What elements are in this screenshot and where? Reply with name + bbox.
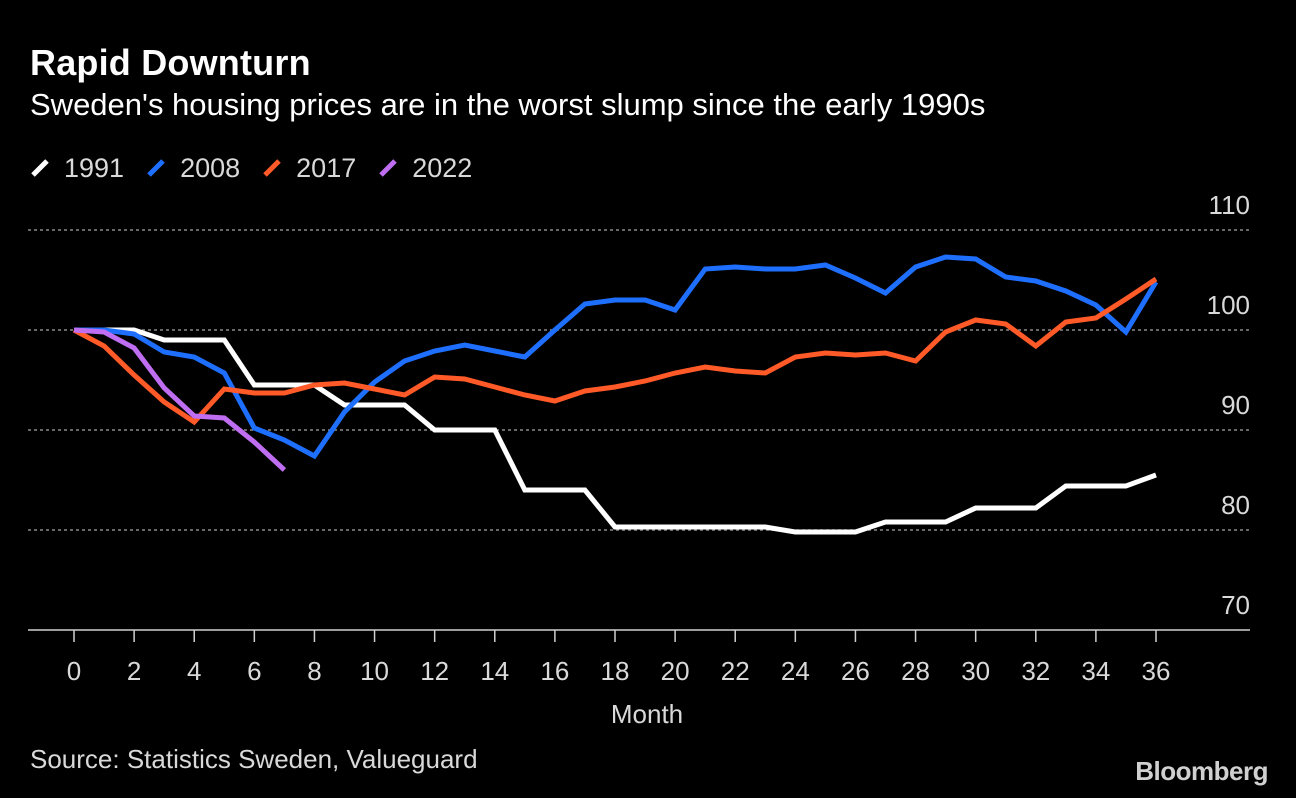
x-tick-label-30: 30 [961,656,990,686]
x-tick-label-24: 24 [781,656,810,686]
legend-item-2022: 2022 [378,153,472,184]
chart-subtitle: Sweden's housing prices are in the worst… [30,87,986,122]
source-note: Source: Statistics Sweden, Valueguard [30,744,478,774]
x-tick-label-2: 2 [127,656,141,686]
legend-item-2017: 2017 [262,153,356,184]
x-tick-label-6: 6 [247,656,261,686]
x-tick-label-10: 10 [360,656,389,686]
legend-swatch-2022-icon [379,159,398,177]
x-axis-title: Month [611,699,683,729]
series-line-2017 [72,276,1158,426]
legend-swatch-2008-icon [147,159,165,177]
legend-item-2008: 2008 [146,153,240,184]
series-line-2008 [74,254,1159,460]
x-tick-label-36: 36 [1142,656,1171,686]
legend-swatch-2017-icon [263,159,281,177]
y-tick-label-70: 70 [1221,590,1250,620]
legend-swatch-1991-icon [31,159,49,177]
x-tick-label-12: 12 [420,656,449,686]
y-tick-label-80: 80 [1221,490,1250,520]
x-tick-label-16: 16 [540,656,569,686]
x-tick-label-26: 26 [841,656,870,686]
legend-label-1991: 1991 [64,152,125,183]
x-tick-label-0: 0 [67,656,81,686]
x-tick-label-22: 22 [721,656,750,686]
x-tick-label-20: 20 [661,656,690,686]
x-tick-label-14: 14 [480,656,509,686]
legend-label-2017: 2017 [296,152,357,183]
x-tick-label-28: 28 [901,656,930,686]
y-tick-label-110: 110 [1209,190,1250,220]
y-tick-label-100: 100 [1207,290,1250,320]
x-tick-label-8: 8 [307,656,321,686]
y-tick-label-90: 90 [1221,390,1250,420]
chart-title: Rapid Downturn [30,42,311,83]
bloomberg-logo: Bloomberg [1135,756,1268,786]
x-tick-label-18: 18 [601,656,630,686]
x-tick-label-4: 4 [187,656,201,686]
x-tick-label-32: 32 [1021,656,1050,686]
series-line-1991 [74,327,1157,535]
series-line-2022 [73,327,287,472]
legend: 1991 2008 2017 2022 [30,152,494,184]
legend-label-2008: 2008 [180,152,241,183]
x-tick-label-34: 34 [1081,656,1110,686]
legend-item-1991: 1991 [30,153,124,184]
legend-label-2022: 2022 [412,152,473,183]
